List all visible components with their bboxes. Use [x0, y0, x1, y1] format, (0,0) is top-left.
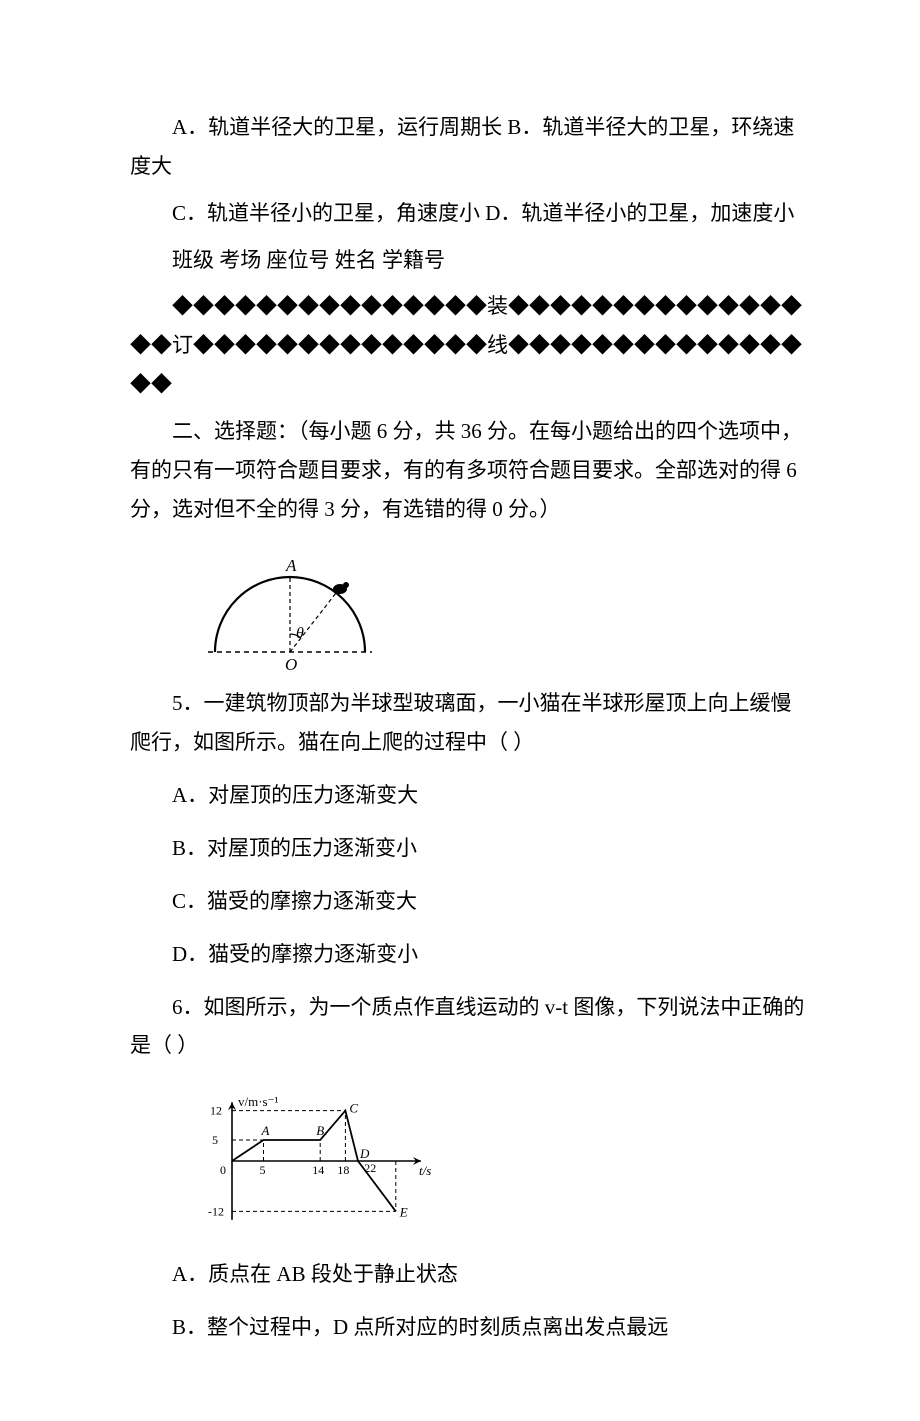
ytick-5: 5 — [212, 1133, 218, 1147]
q5-stem: 5．一建筑物顶部为半球型玻璃面，一小猫在半球形屋顶上向上缓慢爬行，如图所示。猫在… — [130, 684, 810, 762]
exam-header-fields: 班级 考场 座位号 姓名 学籍号 — [130, 241, 810, 280]
pt-E: E — [399, 1205, 408, 1220]
fold-ding: 订 — [172, 333, 193, 357]
q5-optD: D．猫受的摩擦力逐渐变小 — [130, 935, 810, 974]
figure-q6-vt-graph: v/m·s⁻¹ t/s 0 5 14 18 22 5 12 -12 A B C D E — [190, 1081, 810, 1241]
tick-14: 14 — [312, 1163, 324, 1177]
tick-5: 5 — [260, 1163, 266, 1177]
cat-head-icon — [343, 582, 349, 588]
dome-label-O: O — [285, 655, 297, 674]
prev-optD: D．轨道半径小的卫星，加速度小 — [485, 201, 794, 225]
q6-optB: B．整个过程中，D 点所对应的时刻质点离出发点最远 — [130, 1308, 810, 1347]
diamond-run-3: ◆◆◆◆◆◆◆◆◆◆◆◆◆◆ — [193, 333, 487, 357]
pt-D: D — [359, 1146, 370, 1161]
pt-A: A — [261, 1123, 270, 1138]
dome-label-A: A — [285, 556, 297, 575]
diamond-run-1: ◆◆◆◆◆◆◆◆◆◆◆◆◆◆◆ — [172, 294, 487, 318]
fold-xian: 线 — [487, 333, 508, 357]
tick-0: 0 — [220, 1163, 226, 1177]
document-page: A．轨道半径大的卫星，运行周期长 B．轨道半径大的卫星，环绕速度大 C．轨道半径… — [0, 0, 920, 1421]
section2-instruction: 二、选择题：（每小题 6 分，共 36 分。在每小题给出的四个选项中，有的只有一… — [130, 412, 810, 529]
dome-label-theta: θ — [296, 625, 304, 642]
q6-optA: A．质点在 AB 段处于静止状态 — [130, 1255, 810, 1294]
ylabel: v/m·s⁻¹ — [238, 1094, 278, 1109]
prev-question-options-line2: C．轨道半径小的卫星，角速度小 D．轨道半径小的卫星，加速度小 — [130, 194, 810, 233]
vt-svg: v/m·s⁻¹ t/s 0 5 14 18 22 5 12 -12 A B C D E — [190, 1081, 440, 1241]
fold-zhuang: 装 — [487, 294, 508, 318]
tick-22: 22 — [364, 1161, 376, 1175]
prev-optA: A．轨道半径大的卫星，运行周期长 — [172, 115, 502, 139]
figure-q5-dome: A O θ — [190, 544, 810, 674]
prev-optC: C．轨道半径小的卫星，角速度小 — [172, 201, 480, 225]
q6-stem: 6．如图所示，为一个质点作直线运动的 v-t 图像，下列说法中正确的是（ ） — [130, 988, 810, 1066]
q5-optC: C．猫受的摩擦力逐渐变大 — [130, 882, 810, 921]
prev-question-options-line1: A．轨道半径大的卫星，运行周期长 B．轨道半径大的卫星，环绕速度大 — [130, 108, 810, 186]
ytick-neg12: -12 — [208, 1205, 224, 1219]
tick-18: 18 — [337, 1163, 349, 1177]
pt-B: B — [316, 1123, 324, 1138]
ytick-12: 12 — [210, 1104, 222, 1118]
fold-cut-line: ◆◆◆◆◆◆◆◆◆◆◆◆◆◆◆装◆◆◆◆◆◆◆◆◆◆◆◆◆◆◆◆订◆◆◆◆◆◆◆… — [130, 287, 810, 404]
q5-optA: A．对屋顶的压力逐渐变大 — [130, 776, 810, 815]
pt-C: C — [349, 1101, 358, 1116]
xlabel: t/s — [419, 1163, 431, 1178]
q5-optB: B．对屋顶的压力逐渐变小 — [130, 829, 810, 868]
dome-svg: A O θ — [190, 544, 390, 674]
